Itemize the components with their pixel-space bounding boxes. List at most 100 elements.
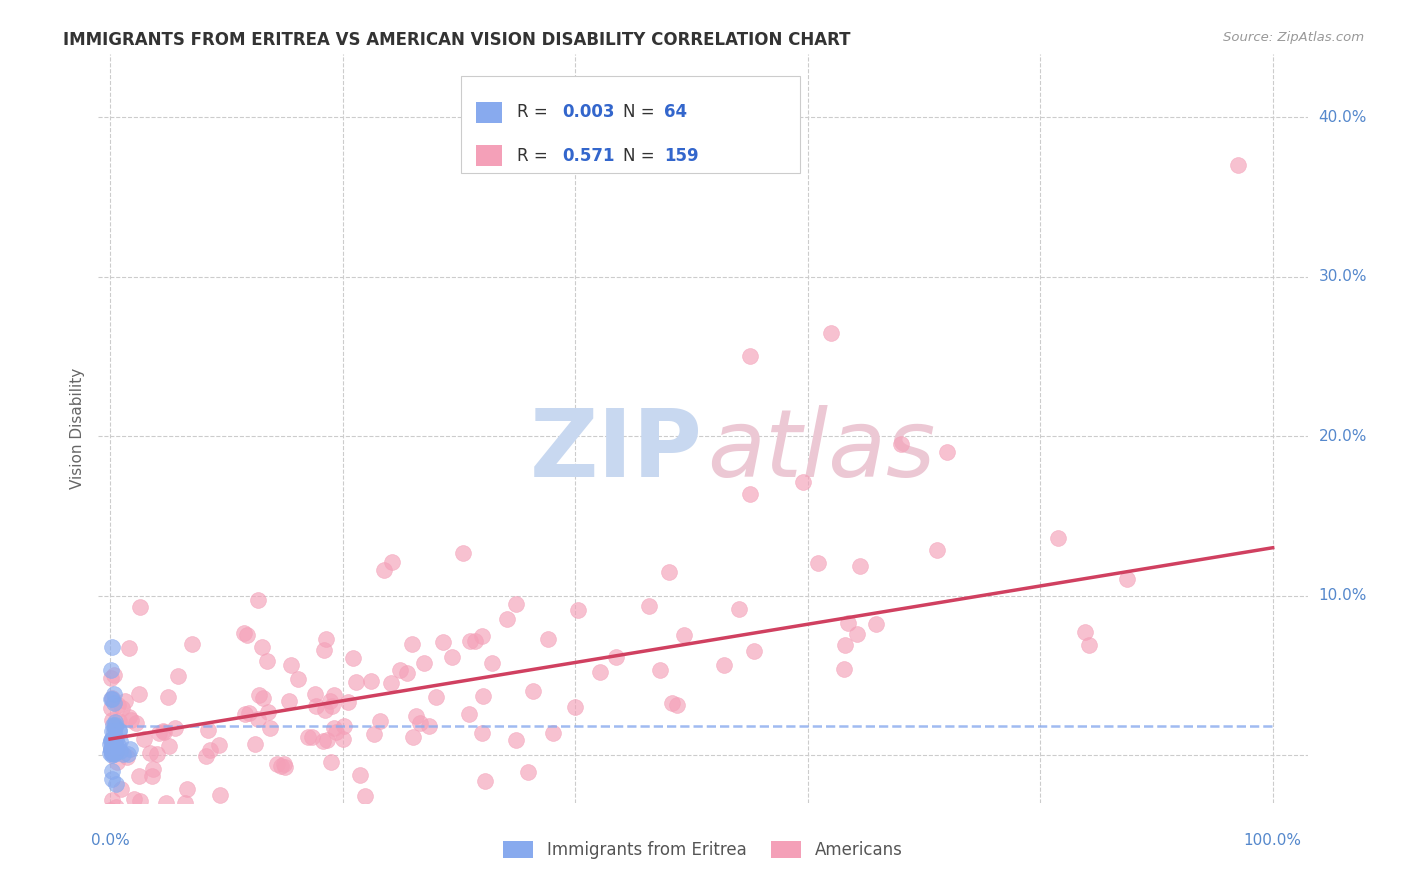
- Point: [648, 663, 671, 677]
- Point: [837, 616, 859, 631]
- Point: [148, 726, 170, 740]
- Text: 100.0%: 100.0%: [1244, 833, 1302, 848]
- Point: [325, 724, 347, 739]
- Point: [312, 733, 335, 747]
- Text: 64: 64: [664, 103, 688, 121]
- Point: [742, 644, 765, 658]
- Point: [474, 774, 496, 789]
- Point: [936, 445, 959, 459]
- Y-axis label: Vision Disability: Vision Disability: [70, 368, 86, 489]
- Point: [235, 627, 257, 641]
- Point: [118, 641, 141, 656]
- Point: [323, 722, 346, 736]
- Point: [103, 737, 125, 751]
- Point: [323, 689, 346, 703]
- Point: [103, 739, 125, 753]
- Point: [314, 703, 336, 717]
- Point: [458, 633, 481, 648]
- Point: [312, 642, 335, 657]
- Point: [277, 694, 299, 708]
- Point: [100, 742, 122, 756]
- Point: [100, 737, 122, 751]
- Point: [402, 730, 425, 744]
- Point: [342, 651, 364, 665]
- Point: [259, 721, 281, 735]
- Point: [605, 649, 627, 664]
- Point: [173, 796, 195, 810]
- Point: [128, 687, 150, 701]
- Point: [315, 632, 337, 646]
- Point: [101, 793, 124, 807]
- Point: [101, 732, 124, 747]
- Point: [505, 597, 527, 611]
- Point: [163, 722, 186, 736]
- Point: [198, 743, 221, 757]
- Point: [522, 684, 544, 698]
- Point: [129, 599, 152, 614]
- Text: R =: R =: [517, 147, 553, 165]
- Point: [301, 731, 323, 745]
- Point: [108, 714, 131, 729]
- Point: [101, 690, 124, 705]
- Point: [101, 640, 124, 654]
- Point: [157, 739, 180, 753]
- Text: 30.0%: 30.0%: [1319, 269, 1367, 285]
- Point: [332, 731, 354, 746]
- Point: [589, 665, 612, 679]
- Point: [890, 437, 912, 451]
- Point: [195, 749, 218, 764]
- Point: [233, 706, 256, 721]
- Point: [108, 724, 131, 739]
- Point: [368, 714, 391, 728]
- Text: 20.0%: 20.0%: [1319, 429, 1367, 443]
- Point: [152, 724, 174, 739]
- Point: [167, 669, 190, 683]
- Point: [207, 738, 229, 752]
- Point: [101, 743, 124, 757]
- Point: [101, 764, 124, 778]
- FancyBboxPatch shape: [461, 76, 800, 173]
- Point: [118, 709, 141, 723]
- Point: [432, 635, 454, 649]
- Point: [1047, 531, 1070, 545]
- Point: [125, 715, 148, 730]
- Point: [471, 629, 494, 643]
- Text: 0.571: 0.571: [562, 147, 616, 165]
- Point: [360, 674, 382, 689]
- Point: [728, 602, 751, 616]
- Text: ZIP: ZIP: [530, 405, 703, 497]
- Point: [104, 799, 127, 814]
- Point: [1074, 625, 1097, 640]
- Point: [567, 602, 589, 616]
- Point: [440, 650, 463, 665]
- Point: [232, 626, 254, 640]
- Point: [257, 705, 280, 719]
- Point: [103, 746, 125, 760]
- Point: [471, 690, 494, 704]
- Point: [200, 870, 222, 884]
- Point: [141, 769, 163, 783]
- Point: [104, 730, 127, 744]
- Point: [101, 746, 124, 760]
- Point: [409, 716, 432, 731]
- Point: [180, 637, 202, 651]
- Point: [354, 789, 377, 803]
- Point: [101, 739, 124, 753]
- Point: [112, 839, 135, 854]
- Point: [256, 654, 278, 668]
- Point: [238, 706, 260, 721]
- Bar: [475, 145, 502, 167]
- Point: [105, 742, 128, 756]
- Point: [101, 735, 124, 749]
- Point: [505, 732, 527, 747]
- Point: [110, 825, 132, 839]
- Point: [336, 695, 359, 709]
- Point: [104, 718, 127, 732]
- Point: [395, 666, 418, 681]
- Point: [103, 739, 125, 753]
- Point: [807, 556, 830, 570]
- Point: [132, 840, 155, 855]
- Point: [176, 847, 198, 862]
- Point: [319, 755, 342, 769]
- Point: [1077, 639, 1099, 653]
